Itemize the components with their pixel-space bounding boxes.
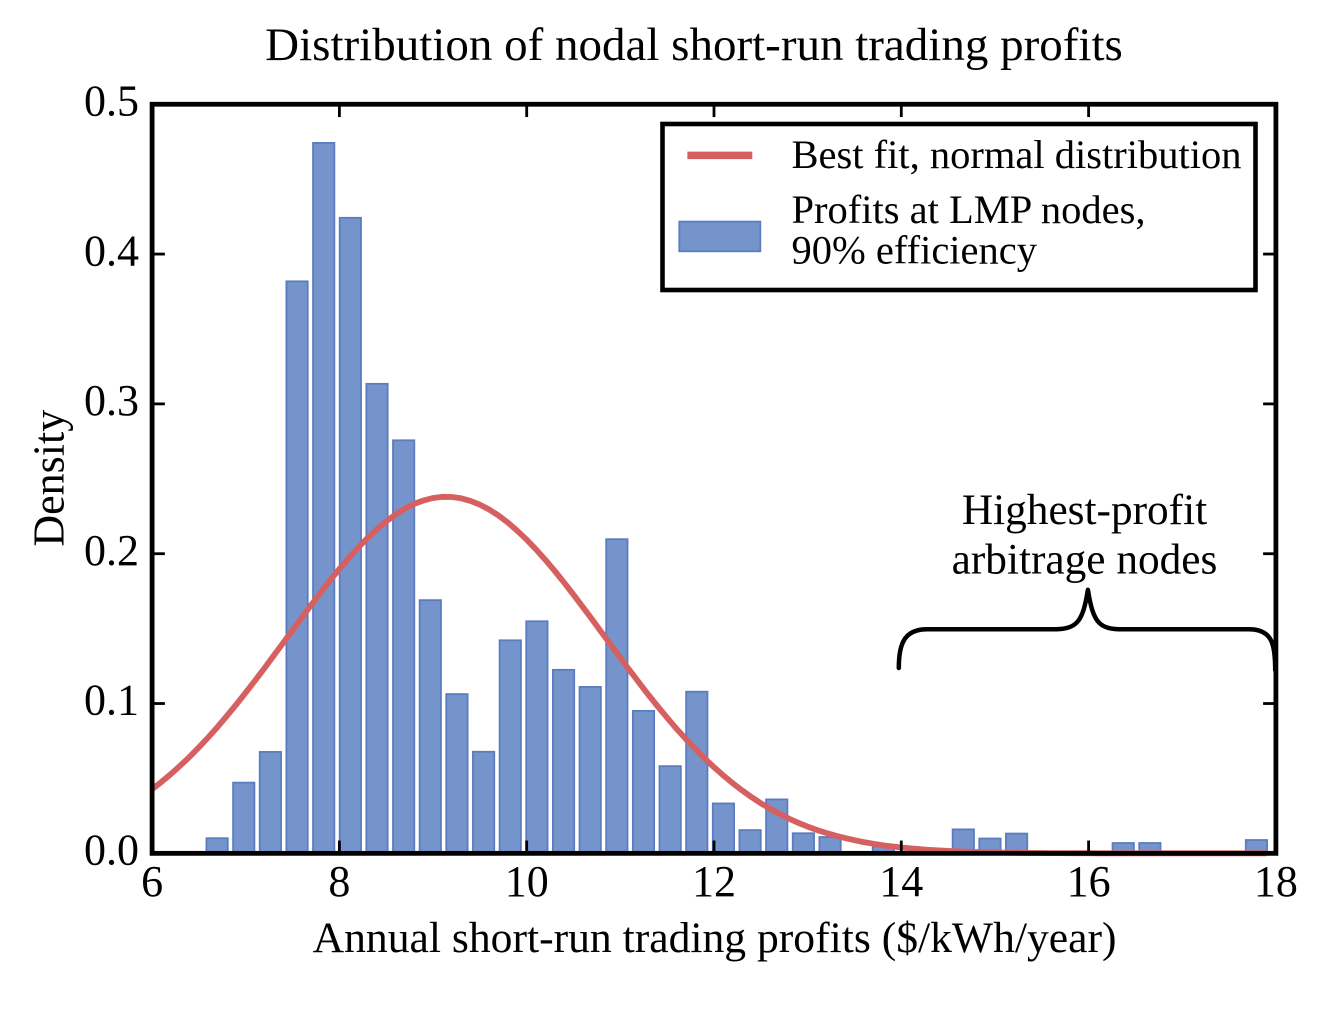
svg-text:90% efficiency: 90% efficiency — [792, 228, 1038, 273]
svg-text:14: 14 — [879, 857, 923, 906]
svg-text:0.1: 0.1 — [84, 676, 139, 725]
svg-text:0.2: 0.2 — [84, 526, 139, 575]
svg-text:8: 8 — [328, 857, 350, 906]
svg-text:Annual short-run trading profi: Annual short-run trading profits ($/kWh/… — [313, 914, 1117, 962]
svg-text:0.3: 0.3 — [84, 376, 139, 425]
svg-text:Density: Density — [24, 410, 73, 547]
svg-text:arbitrage nodes: arbitrage nodes — [952, 536, 1218, 584]
svg-text:Highest-profit: Highest-profit — [962, 486, 1207, 534]
svg-text:0.0: 0.0 — [84, 826, 139, 875]
svg-text:Profits at LMP nodes,: Profits at LMP nodes, — [792, 187, 1146, 232]
svg-text:0.5: 0.5 — [84, 77, 139, 126]
svg-text:6: 6 — [141, 857, 163, 906]
svg-text:12: 12 — [692, 857, 736, 906]
svg-text:16: 16 — [1067, 857, 1111, 906]
svg-text:0.4: 0.4 — [84, 226, 139, 275]
svg-text:Distribution of nodal short-ru: Distribution of nodal short-run trading … — [265, 19, 1123, 71]
svg-text:10: 10 — [505, 857, 549, 906]
svg-text:Best fit, normal distribution: Best fit, normal distribution — [792, 132, 1242, 177]
svg-text:18: 18 — [1254, 857, 1298, 906]
